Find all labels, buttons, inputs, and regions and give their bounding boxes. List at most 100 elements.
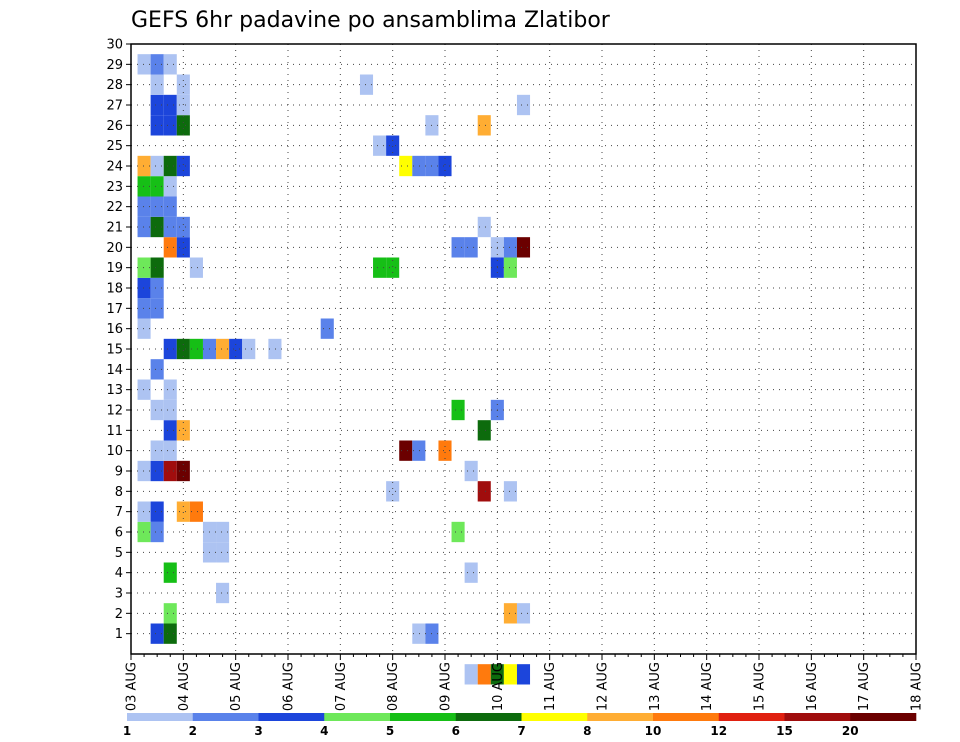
y-tick-label: 18 [106,282,123,297]
y-tick-label: 14 [106,363,123,378]
ensemble-cell [163,54,177,75]
x-tick-label: 13 AUG [648,662,663,711]
x-tick-label: 08 AUG [386,662,401,711]
ensemble-cell [137,54,151,75]
ensemble-cell [137,155,151,177]
ensemble-cell [373,135,387,156]
x-tick-label: 12 AUG [596,662,611,711]
x-tick-label: 06 AUG [282,662,297,711]
ensemble-cell [176,338,190,360]
ensemble-cell [163,216,177,238]
x-tick-label: 16 AUG [805,662,820,711]
x-axis: 03 AUG 04 AUG 05 AUG 06 AUG 07 AUG 08 AUG 09 A… [125,654,925,711]
colorbar-segment [390,713,457,721]
ensemble-cell [477,216,491,238]
ensemble-cell [477,420,491,441]
ensemble-cell [150,298,164,319]
x-tick-label: 14 AUG [700,662,715,711]
colorbar-label: 8 [583,724,591,738]
y-tick-label: 16 [106,322,123,337]
colorbar-label: 6 [452,724,460,738]
ensemble-cell [163,237,177,258]
colorbar: 1 2 3 4 5 6 7 8 10 12 15 20 [123,713,917,738]
colorbar-label: 2 [189,724,197,738]
ensemble-cell [451,521,465,543]
colorbar-segment [850,713,917,721]
ensemble-cell [163,603,177,624]
colorbar-label: 1 [123,724,131,738]
colorbar-segment [455,713,522,721]
ensemble-cell [477,115,491,136]
ensemble-cell [163,562,177,583]
ensemble-cell [163,460,177,482]
y-tick-label: 9 [115,465,123,480]
colorbar-label: 12 [710,724,727,738]
ensemble-cell [399,440,413,461]
ensemble-cell [137,521,151,543]
ensemble-cell [163,399,177,421]
ensemble-cell [150,501,164,522]
chart-title: GEFS 6hr padavine po ansamblima Zlatibor [131,8,611,33]
y-tick-label: 25 [106,139,123,154]
ensemble-cell [176,115,190,136]
ensemble-cell [412,155,426,177]
ensemble-cell [150,155,164,177]
ensemble-cell [438,440,452,461]
ensemble-cell [150,277,164,299]
ensemble-cell [503,603,517,624]
colorbar-segment [192,713,259,721]
ensemble-cell [150,74,164,95]
ensemble-cell [189,257,203,278]
ensemble-cell [464,460,478,482]
colorbar-segment [587,713,654,721]
ensemble-cells [137,54,531,685]
y-tick-label: 11 [106,424,123,439]
ensemble-cell [268,338,282,360]
ensemble-cell [150,216,164,238]
ensemble-cell [176,74,190,95]
ensemble-cell [503,664,517,685]
ensemble-cell [137,196,151,217]
colorbar-label: 5 [386,724,394,738]
y-tick-label: 1 [115,627,123,642]
ensemble-cell [150,94,164,116]
ensemble-cell [320,318,334,339]
ensemble-cell [163,420,177,441]
colorbar-segment [784,713,851,721]
colorbar-segment [258,713,325,721]
y-tick-label: 30 [106,38,123,53]
x-tick-label: 03 AUG [125,662,140,711]
ensemble-cell [477,481,491,502]
ensemble-cell [516,603,531,624]
ensemble-cell [176,420,190,441]
colorbar-segment [127,713,194,721]
ensemble-cell [399,155,413,177]
ensemble-cell [150,399,164,421]
ensemble-cell [373,257,387,278]
ensemble-cell [477,664,491,685]
x-tick-label: 18 AUG [910,662,925,711]
ensemble-cell [163,338,177,360]
ensemble-cell [150,359,164,380]
ensemble-cell [516,664,531,685]
y-tick-label: 13 [106,383,123,398]
colorbar-segment [324,713,391,721]
ensemble-cell [137,318,151,339]
ensemble-cell [150,257,164,278]
y-axis: 1234567891011121314151617181920212223242… [106,38,131,642]
ensemble-cell [150,440,164,461]
ensemble-cell [137,257,151,278]
ensemble-cell [189,338,203,360]
x-tick-label: 04 AUG [177,662,192,711]
x-tick-label: 17 AUG [857,662,872,711]
y-tick-label: 17 [106,302,123,317]
y-tick-label: 20 [106,241,123,256]
y-tick-label: 21 [106,221,123,236]
ensemble-cell [150,521,164,543]
ensemble-cell [516,237,531,258]
y-tick-label: 28 [106,78,123,93]
ensemble-cell [490,664,504,685]
y-tick-label: 4 [115,566,123,581]
ensemble-cell [163,379,177,400]
ensemble-cell [150,623,164,644]
